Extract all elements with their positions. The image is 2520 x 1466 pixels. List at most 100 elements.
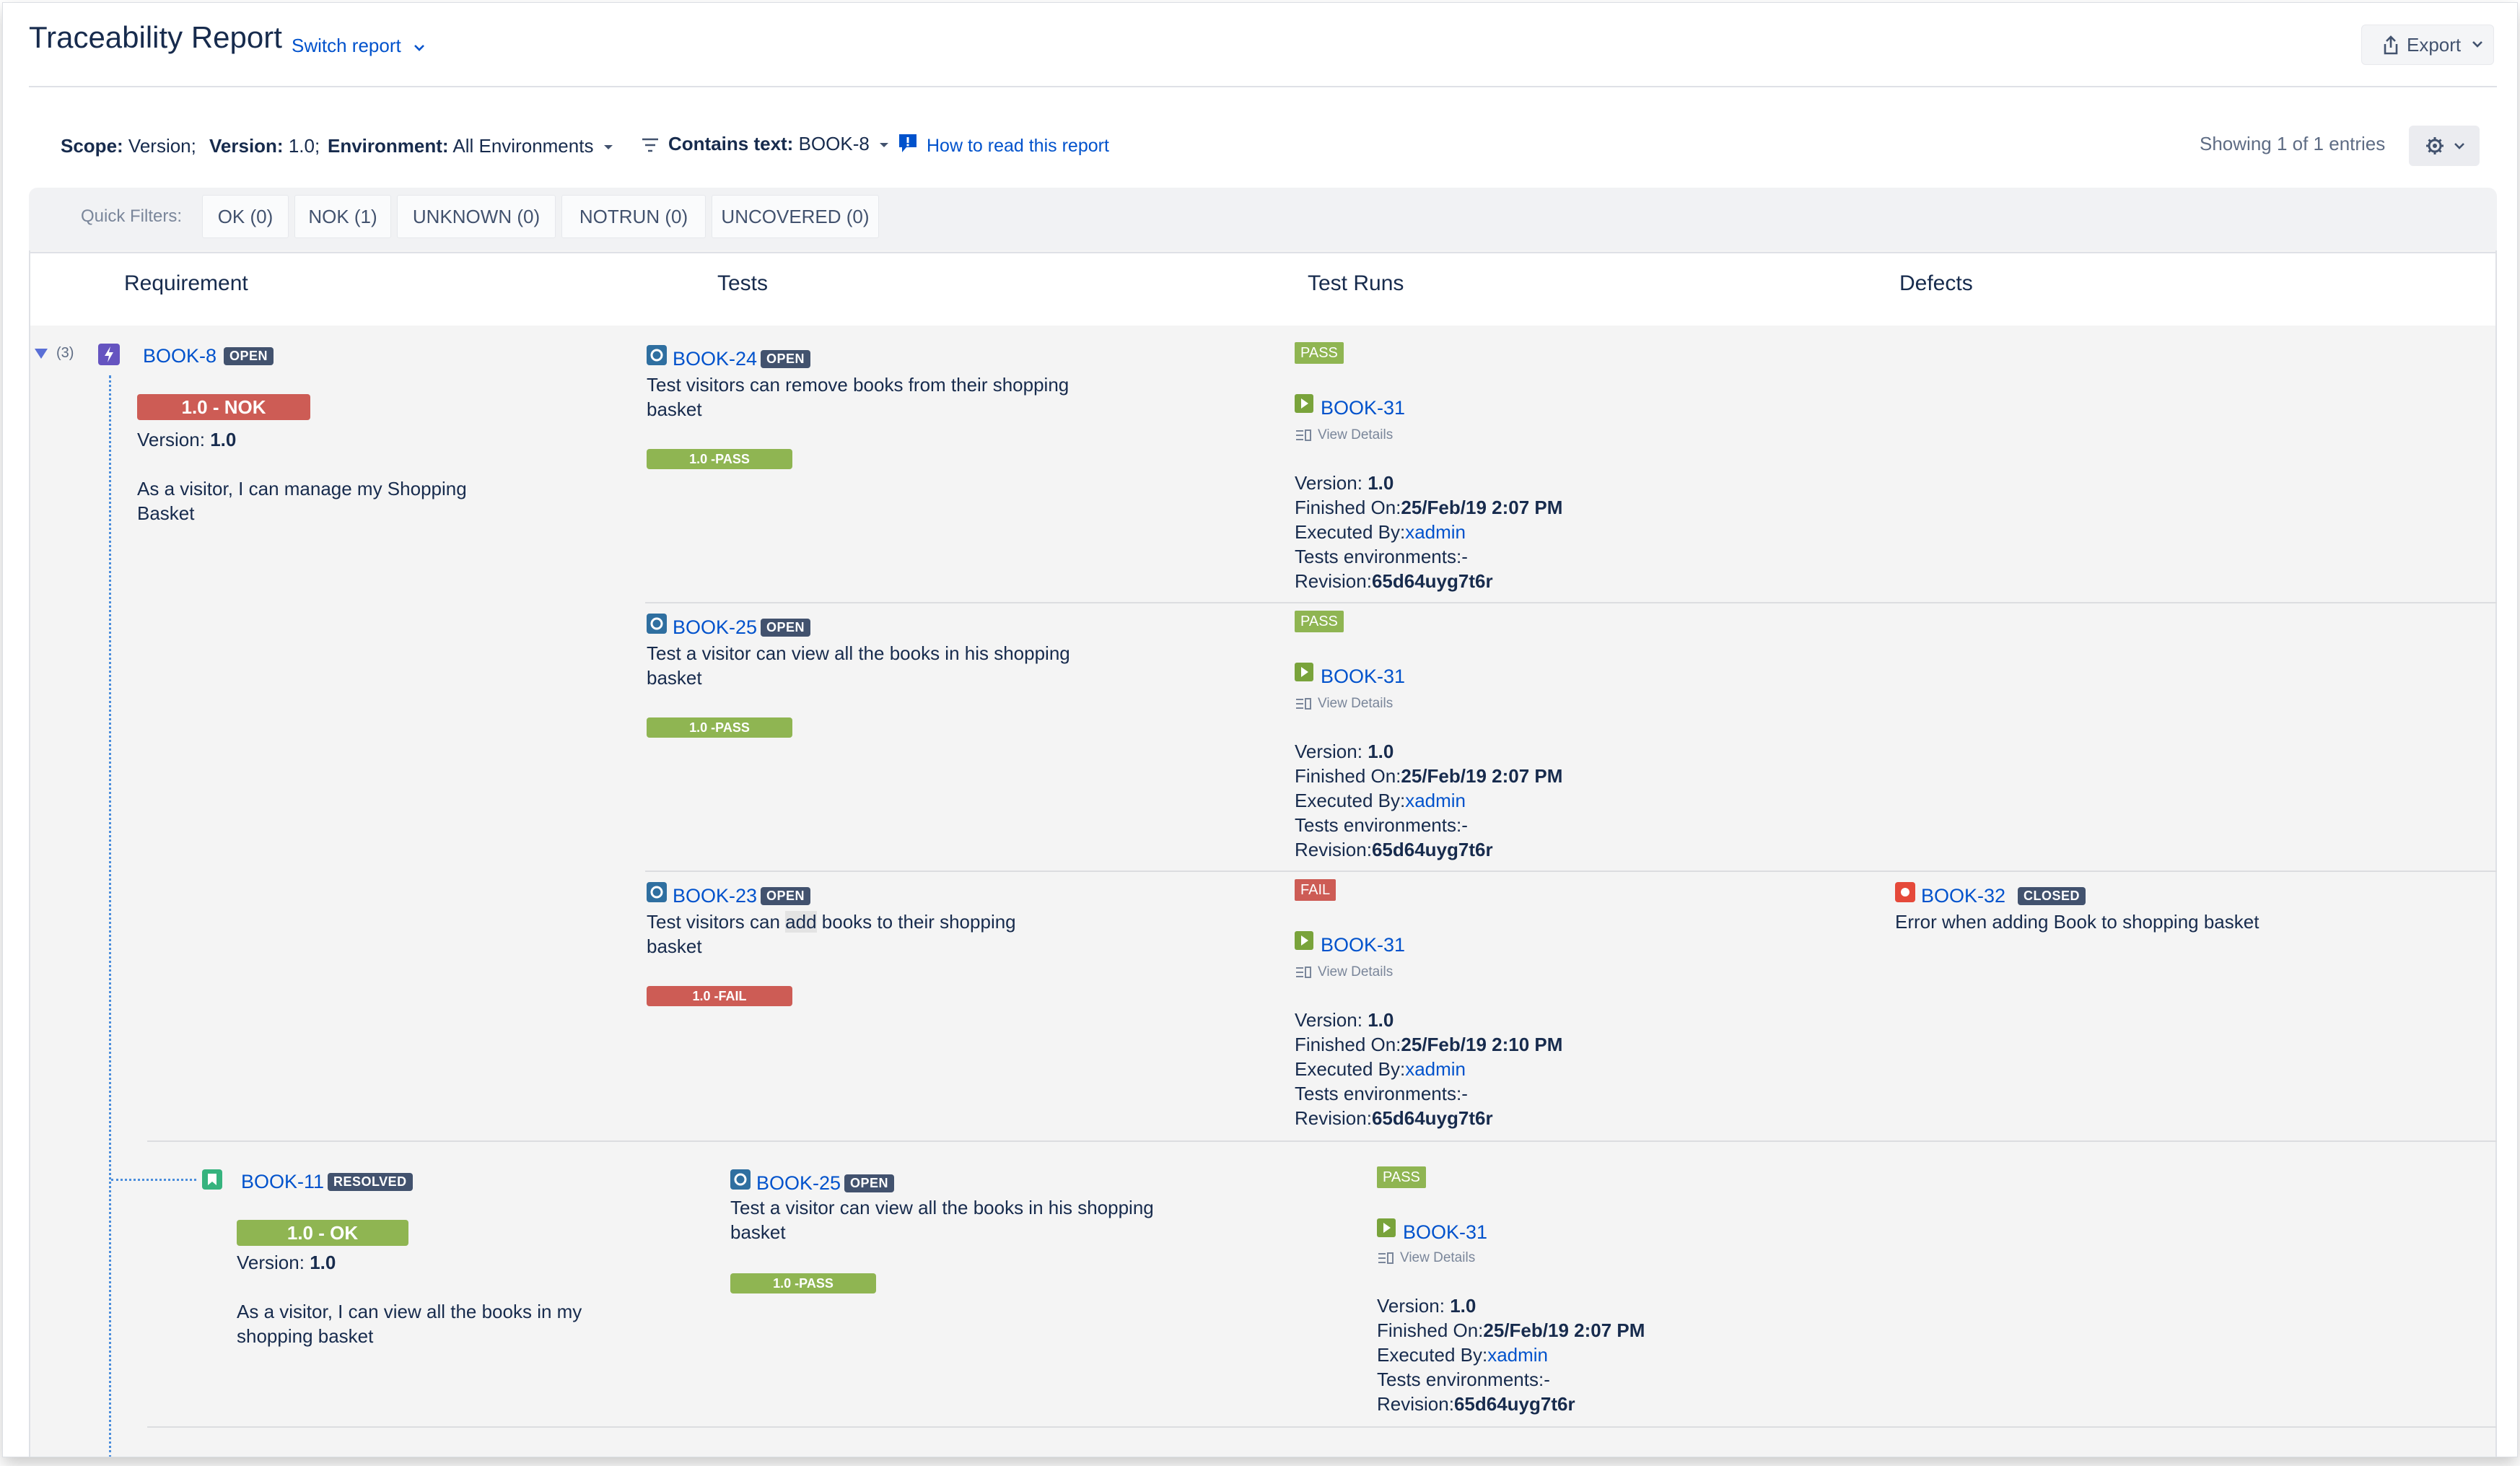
run-finished-on: Finished On:25/Feb/19 2:07 PM bbox=[1295, 497, 1563, 518]
test-icon bbox=[647, 345, 667, 365]
run-revision: Revision:65d64uyg7t6r bbox=[1295, 1107, 1493, 1129]
user-link[interactable]: xadmin bbox=[1405, 790, 1466, 811]
user-link[interactable]: xadmin bbox=[1405, 1058, 1466, 1080]
quick-filter-uncovered[interactable]: UNCOVERED (0) bbox=[712, 195, 879, 238]
quick-filter-ok[interactable]: OK (0) bbox=[202, 195, 289, 238]
row-separator bbox=[147, 1140, 2497, 1142]
quick-filter-notrun[interactable]: NOTRUN (0) bbox=[561, 195, 706, 238]
run-finished-on: Finished On:25/Feb/19 2:10 PM bbox=[1295, 1034, 1563, 1055]
run-revision: Revision:65d64uyg7t6r bbox=[1295, 839, 1493, 860]
contains-text-filter[interactable]: Contains text: BOOK-8 bbox=[668, 133, 889, 155]
run-key-link[interactable]: BOOK-31 bbox=[1403, 1221, 1488, 1243]
traceability-report-page: Traceability Report Switch report Export… bbox=[3, 3, 2517, 1457]
test-key-link[interactable]: BOOK-24 bbox=[673, 348, 758, 370]
run-executed-by: Executed By:xadmin bbox=[1295, 790, 1466, 811]
test-summary-line1: Test visitors can add books to their sho… bbox=[647, 911, 1016, 933]
entries-count: Showing 1 of 1 entries bbox=[2200, 133, 2386, 154]
page-title: Traceability Report bbox=[29, 20, 282, 54]
test-result-bar: 1.0 -PASS bbox=[647, 717, 792, 738]
test-summary-line2: basket bbox=[730, 1221, 786, 1243]
environment-filter[interactable]: Environment: All Environments bbox=[328, 135, 613, 157]
quick-filter-unknown[interactable]: UNKNOWN (0) bbox=[397, 195, 556, 238]
export-icon bbox=[2382, 35, 2399, 56]
switch-report-button[interactable]: Switch report bbox=[292, 35, 425, 57]
row-separator bbox=[645, 871, 2497, 872]
test-result-bar: 1.0 -PASS bbox=[647, 449, 792, 469]
run-finished-on: Finished On:25/Feb/19 2:07 PM bbox=[1295, 765, 1563, 787]
test-key-link[interactable]: BOOK-25 bbox=[673, 616, 758, 638]
coverage-status-bar: 1.0 - NOK bbox=[137, 394, 310, 420]
chevron-down-icon bbox=[2454, 141, 2465, 150]
filter-icon bbox=[641, 137, 660, 153]
table-header bbox=[30, 252, 2495, 326]
bug-icon bbox=[1895, 882, 1915, 902]
requirement-key-link[interactable]: BOOK-8 bbox=[143, 345, 217, 367]
test-summary-line2: basket bbox=[647, 667, 702, 689]
run-status-badge: PASS bbox=[1295, 342, 1344, 364]
test-result-bar: 1.0 -PASS bbox=[730, 1273, 876, 1293]
children-count: (3) bbox=[56, 345, 74, 361]
test-summary-line2: basket bbox=[647, 935, 702, 957]
contains-value: BOOK-8 bbox=[798, 133, 870, 154]
user-link[interactable]: xadmin bbox=[1405, 521, 1466, 543]
scope-label: Scope: bbox=[61, 135, 123, 157]
run-executed-by: Executed By:xadmin bbox=[1377, 1344, 1549, 1366]
status-lozenge: OPEN bbox=[761, 619, 811, 637]
run-test-environments: Tests environments:- bbox=[1295, 1083, 1468, 1104]
requirement-version: Version: 1.0 bbox=[137, 429, 237, 450]
run-executed-by: Executed By:xadmin bbox=[1295, 1058, 1466, 1080]
run-version: Version: 1.0 bbox=[1295, 741, 1394, 762]
defect-key-link[interactable]: BOOK-32 bbox=[1921, 885, 2006, 907]
tree-line-vertical bbox=[109, 375, 111, 1457]
chevron-down-icon bbox=[2472, 40, 2483, 48]
search-highlight: add bbox=[785, 911, 817, 933]
quick-filter-nok[interactable]: NOK (1) bbox=[294, 195, 391, 238]
caret-down-icon bbox=[603, 144, 613, 151]
test-result-bar: 1.0 -FAIL bbox=[647, 986, 792, 1006]
settings-button[interactable] bbox=[2409, 126, 2480, 166]
run-test-environments: Tests environments:- bbox=[1295, 814, 1468, 836]
traceability-table bbox=[29, 250, 2497, 1457]
column-requirement: Requirement bbox=[124, 271, 248, 295]
details-icon bbox=[1295, 429, 1312, 442]
requirement-summary-line1: As a visitor, I can manage my Shopping bbox=[137, 478, 467, 499]
requirement-version: Version: 1.0 bbox=[237, 1252, 336, 1273]
details-icon bbox=[1377, 1252, 1394, 1265]
status-lozenge: OPEN bbox=[761, 887, 811, 905]
caret-down-icon bbox=[879, 141, 889, 149]
version-label: Version: bbox=[209, 135, 284, 157]
view-details-link[interactable]: View Details bbox=[1295, 964, 1393, 980]
play-icon bbox=[1377, 1218, 1396, 1237]
export-button[interactable]: Export bbox=[2361, 25, 2494, 65]
collapse-toggle-icon[interactable] bbox=[33, 346, 49, 361]
test-summary-line2: basket bbox=[647, 398, 702, 420]
view-details-link[interactable]: View Details bbox=[1295, 696, 1393, 712]
view-details-link[interactable]: View Details bbox=[1377, 1250, 1475, 1266]
requirement-summary-line2: Basket bbox=[137, 502, 195, 524]
requirement-summary-line2: shopping basket bbox=[237, 1325, 374, 1347]
details-icon bbox=[1295, 697, 1312, 710]
scope-filter: Scope: Version; bbox=[61, 135, 196, 157]
test-key-link[interactable]: BOOK-23 bbox=[673, 885, 758, 907]
tree-line-horizontal bbox=[111, 1179, 196, 1181]
run-revision: Revision:65d64uyg7t6r bbox=[1377, 1393, 1575, 1415]
run-status-badge: PASS bbox=[1295, 611, 1344, 632]
switch-report-label: Switch report bbox=[292, 35, 401, 56]
run-executed-by: Executed By:xadmin bbox=[1295, 521, 1466, 543]
run-key-link[interactable]: BOOK-31 bbox=[1321, 397, 1406, 419]
run-test-environments: Tests environments:- bbox=[1377, 1369, 1550, 1390]
view-details-link[interactable]: View Details bbox=[1295, 427, 1393, 443]
run-version: Version: 1.0 bbox=[1295, 472, 1394, 494]
run-finished-on: Finished On:25/Feb/19 2:07 PM bbox=[1377, 1319, 1645, 1341]
run-key-link[interactable]: BOOK-31 bbox=[1321, 666, 1406, 687]
header-divider bbox=[29, 86, 2497, 87]
test-summary-line1: Test visitors can remove books from thei… bbox=[647, 374, 1069, 396]
feedback-icon bbox=[898, 133, 918, 154]
how-to-read-link[interactable]: How to read this report bbox=[927, 136, 1109, 156]
column-defects: Defects bbox=[1899, 271, 1973, 295]
column-test-runs: Test Runs bbox=[1308, 271, 1404, 295]
requirement-key-link[interactable]: BOOK-11 bbox=[241, 1171, 325, 1192]
test-key-link[interactable]: BOOK-25 bbox=[756, 1172, 841, 1194]
run-key-link[interactable]: BOOK-31 bbox=[1321, 934, 1406, 956]
user-link[interactable]: xadmin bbox=[1487, 1344, 1549, 1366]
